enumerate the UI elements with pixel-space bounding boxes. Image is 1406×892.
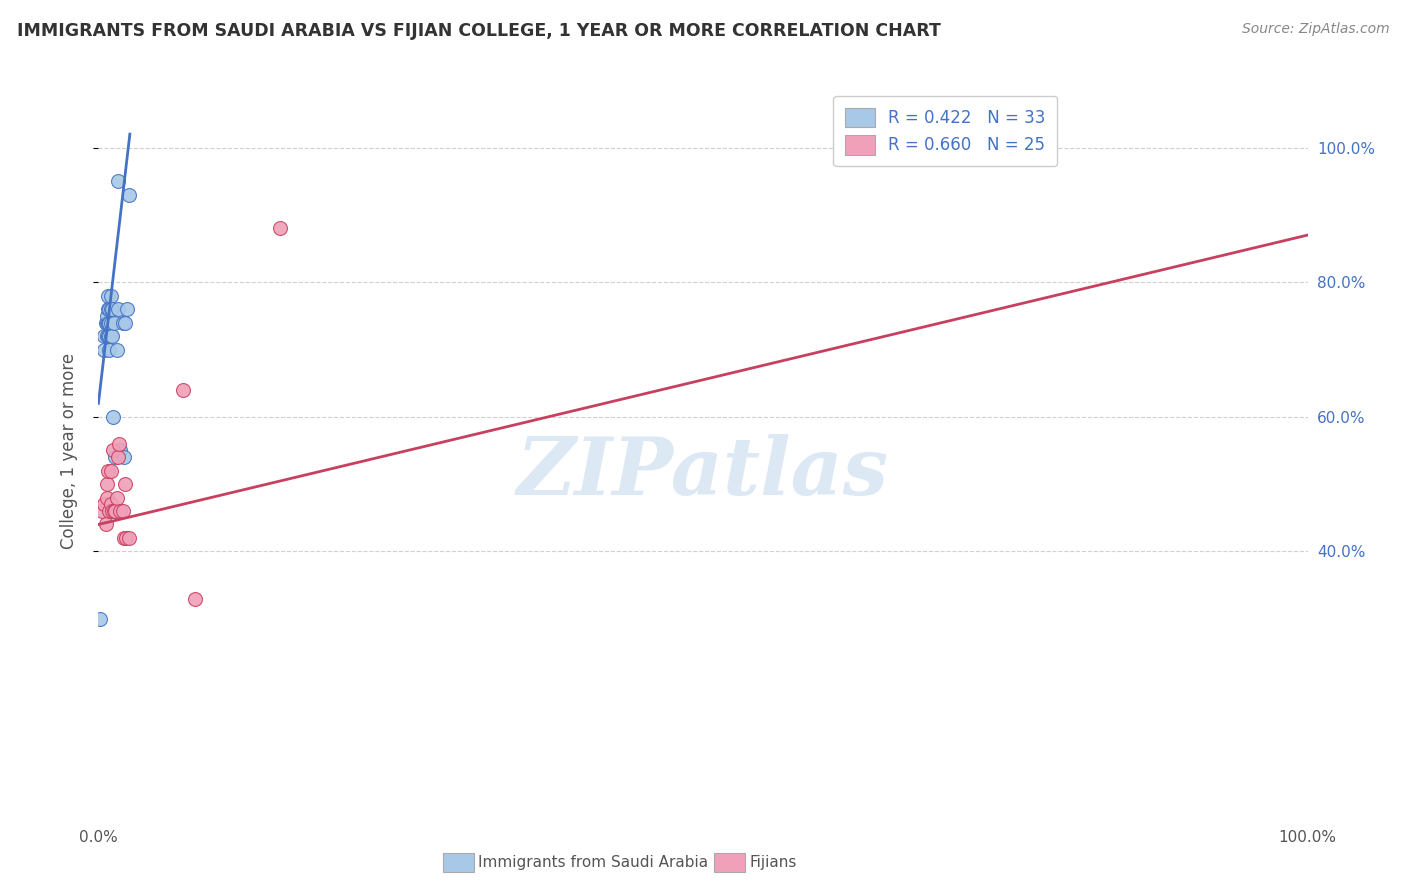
Point: [100, 288, 122, 302]
Point: [112, 531, 135, 545]
Text: Immigrants from Saudi Arabia: Immigrants from Saudi Arabia: [478, 855, 709, 870]
Point: [118, 531, 141, 545]
Point: [98, 329, 121, 343]
Text: Fijians: Fijians: [749, 855, 797, 870]
Point: [93, 329, 115, 343]
Point: [115, 531, 138, 545]
Point: [101, 443, 124, 458]
Point: [117, 302, 139, 317]
Point: [100, 497, 122, 511]
Point: [94, 316, 117, 330]
Point: [97, 302, 120, 317]
Point: [108, 504, 131, 518]
Point: [96, 329, 118, 343]
Point: [269, 221, 291, 235]
Point: [104, 504, 127, 518]
Point: [98, 302, 121, 317]
Point: [111, 504, 134, 518]
Point: [104, 450, 127, 465]
Point: [112, 450, 135, 465]
Point: [93, 497, 115, 511]
Point: [107, 174, 129, 188]
Legend: R = 0.422   N = 33, R = 0.660   N = 25: R = 0.422 N = 33, R = 0.660 N = 25: [834, 96, 1057, 166]
Point: [97, 329, 120, 343]
Text: Source: ZipAtlas.com: Source: ZipAtlas.com: [1241, 22, 1389, 37]
Point: [107, 302, 129, 317]
Point: [108, 436, 131, 450]
Y-axis label: College, 1 year or more: College, 1 year or more: [59, 352, 77, 549]
Point: [114, 477, 136, 491]
Point: [91, 504, 114, 518]
Point: [96, 477, 118, 491]
Point: [118, 187, 141, 202]
Point: [100, 464, 122, 478]
Point: [100, 302, 122, 317]
Point: [98, 316, 121, 330]
Point: [103, 504, 125, 518]
Point: [98, 343, 121, 357]
Point: [100, 504, 122, 518]
Point: [97, 316, 120, 330]
Point: [97, 288, 120, 302]
Point: [94, 517, 117, 532]
Point: [107, 450, 129, 465]
Point: [114, 316, 136, 330]
Point: [184, 591, 207, 606]
Point: [96, 491, 118, 505]
Point: [100, 329, 122, 343]
Point: [96, 316, 118, 330]
Point: [93, 343, 115, 357]
Point: [103, 316, 125, 330]
Point: [111, 316, 134, 330]
Point: [108, 443, 131, 458]
Point: [105, 491, 128, 505]
Point: [97, 464, 120, 478]
Point: [100, 302, 122, 317]
Point: [98, 504, 121, 518]
Point: [172, 383, 194, 397]
Point: [100, 316, 122, 330]
Point: [89, 612, 111, 626]
Text: IMMIGRANTS FROM SAUDI ARABIA VS FIJIAN COLLEGE, 1 YEAR OR MORE CORRELATION CHART: IMMIGRANTS FROM SAUDI ARABIA VS FIJIAN C…: [17, 22, 941, 40]
Point: [100, 329, 122, 343]
Point: [101, 409, 124, 424]
Point: [105, 343, 128, 357]
Text: ZIPatlas: ZIPatlas: [517, 434, 889, 511]
Point: [96, 309, 118, 323]
